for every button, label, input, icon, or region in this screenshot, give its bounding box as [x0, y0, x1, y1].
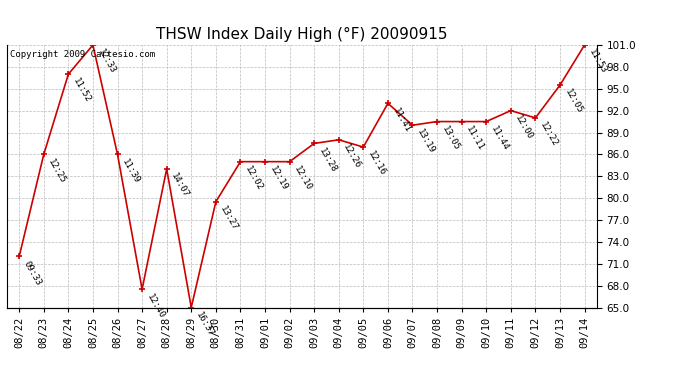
Text: 13:27: 13:27 [219, 204, 240, 232]
Text: 12:26: 12:26 [342, 142, 363, 170]
Text: 13:28: 13:28 [317, 146, 338, 174]
Text: 12:22: 12:22 [538, 121, 560, 148]
Text: 11:39: 11:39 [120, 157, 141, 185]
Text: 16:37: 16:37 [194, 310, 215, 338]
Text: 11:44: 11:44 [489, 124, 510, 152]
Text: 12:02: 12:02 [243, 165, 264, 192]
Text: 11:52: 11:52 [71, 77, 92, 105]
Text: 12:33: 12:33 [96, 48, 117, 75]
Text: 11:41: 11:41 [391, 106, 412, 134]
Text: 11:53: 11:53 [587, 48, 609, 75]
Text: 12:40: 12:40 [145, 292, 166, 320]
Text: 12:16: 12:16 [366, 150, 387, 178]
Text: 12:19: 12:19 [268, 165, 289, 192]
Text: 14:07: 14:07 [170, 172, 190, 200]
Text: 12:25: 12:25 [46, 157, 68, 185]
Text: 13:19: 13:19 [415, 128, 437, 156]
Text: 12:05: 12:05 [563, 88, 584, 116]
Text: Copyright 2009 Cartesio.com: Copyright 2009 Cartesio.com [10, 50, 155, 59]
Title: THSW Index Daily High (°F) 20090915: THSW Index Daily High (°F) 20090915 [156, 27, 448, 42]
Text: 09:33: 09:33 [22, 259, 43, 287]
Text: 13:05: 13:05 [440, 124, 461, 152]
Text: 11:11: 11:11 [464, 124, 486, 152]
Text: 12:00: 12:00 [513, 113, 535, 141]
Text: 12:10: 12:10 [293, 165, 313, 192]
